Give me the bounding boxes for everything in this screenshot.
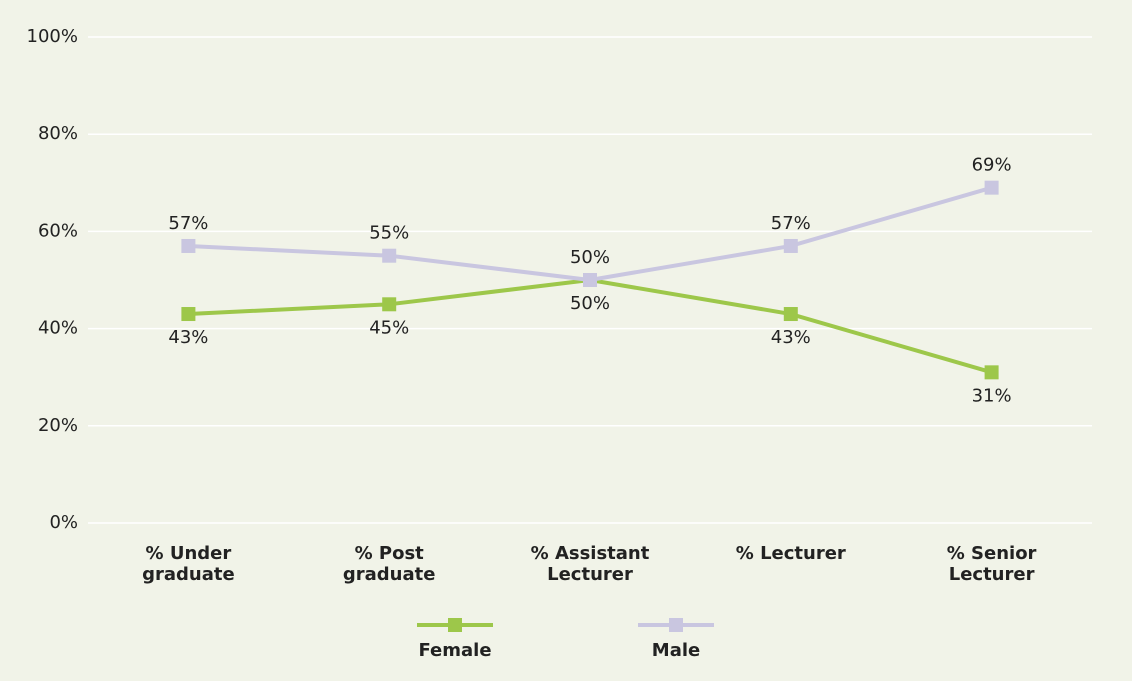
marker	[783, 238, 798, 253]
y-tick-label: 40%	[38, 318, 78, 339]
marker	[583, 273, 597, 287]
y-tick-label: 0%	[49, 512, 78, 533]
legend-marker	[669, 618, 683, 632]
y-tick-label: 60%	[38, 220, 78, 241]
marker	[783, 307, 798, 322]
x-tick-label: % Lecturer	[735, 543, 846, 564]
data-label: 57%	[168, 213, 208, 234]
data-label: 57%	[771, 213, 811, 234]
y-tick-label: 80%	[38, 123, 78, 144]
legend-label: Female	[418, 640, 491, 661]
legend-label: Male	[652, 640, 700, 661]
data-label: 43%	[771, 327, 811, 348]
marker	[984, 365, 999, 380]
x-tick-label: % Senior Lecturer	[946, 543, 1037, 585]
marker	[382, 248, 397, 263]
y-tick-label: 100%	[27, 26, 78, 47]
x-tick-label: % Under graduate	[142, 543, 235, 585]
legend-marker	[448, 618, 462, 632]
data-label: 55%	[369, 223, 409, 244]
data-label: 50%	[570, 293, 610, 314]
x-tick-label: % Post graduate	[342, 543, 436, 585]
marker	[181, 307, 196, 322]
data-label: 45%	[369, 317, 409, 338]
marker	[181, 238, 196, 253]
marker	[984, 180, 999, 195]
data-label: 43%	[168, 327, 208, 348]
data-label: 69%	[972, 155, 1012, 176]
marker	[382, 297, 397, 312]
data-label: 31%	[972, 385, 1012, 406]
y-tick-label: 20%	[38, 415, 78, 436]
x-tick-label: % Assistant Lecturer	[530, 543, 650, 585]
data-label: 50%	[570, 247, 610, 268]
